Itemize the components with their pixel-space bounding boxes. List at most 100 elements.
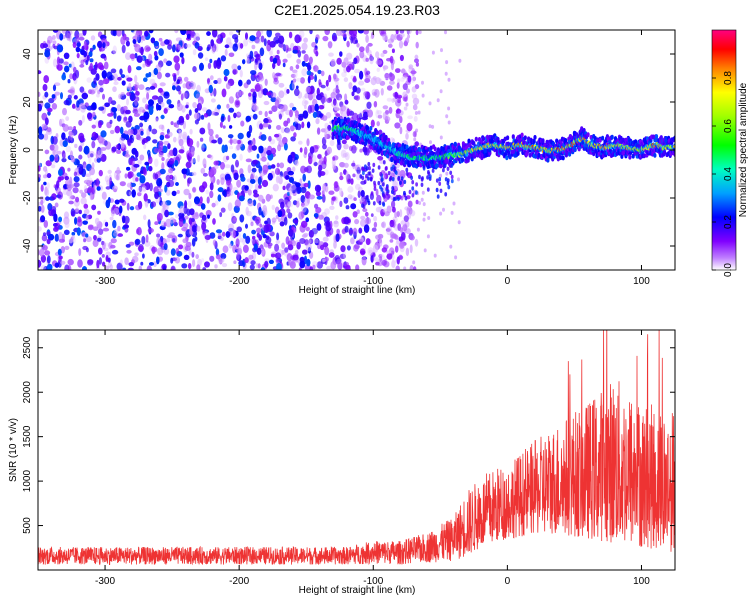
spectrogram-cell <box>359 237 364 243</box>
spectrogram-cell <box>69 176 73 185</box>
spectrogram-cell <box>195 36 200 41</box>
spectrogram-cell <box>85 173 92 177</box>
spectrogram-cell <box>78 154 83 160</box>
spectrogram-cell <box>299 147 303 153</box>
spectrogram-cell <box>44 186 48 196</box>
spectrogram-cell <box>222 190 227 196</box>
spectrogram-cell <box>320 96 327 103</box>
spectrogram-cell <box>239 43 244 49</box>
spectrogram-cell <box>339 172 343 177</box>
spectrogram-cell <box>178 218 184 228</box>
spectrogram-cell <box>302 95 307 100</box>
spectrogram-cell <box>123 116 128 123</box>
spectrogram-cell <box>242 233 247 239</box>
spectrogram-cell <box>237 65 242 71</box>
spectrogram-cell <box>226 103 230 109</box>
spectrogram-cell <box>392 206 396 213</box>
spectrogram-cell <box>276 162 280 168</box>
spectrogram-cell <box>344 162 349 168</box>
spectrogram-cell <box>211 98 216 103</box>
spectrogram-cell <box>109 216 114 221</box>
spectrogram-cell <box>322 144 327 150</box>
spectrogram-cell <box>92 44 96 50</box>
spectrogram-cell <box>251 229 256 235</box>
spectrogram-cell <box>116 115 122 122</box>
spectrogram-cell <box>215 248 220 257</box>
spectrogram-cell <box>74 143 78 149</box>
spectrogram-cell <box>340 245 346 253</box>
spectrogram-cell <box>121 44 126 54</box>
spectrogram-cell <box>370 35 374 40</box>
spectrogram-cell <box>447 77 451 82</box>
spectrogram-cell <box>100 130 107 138</box>
spectrogram-cell <box>175 124 179 128</box>
spectrogram-cell <box>180 30 187 35</box>
spectrogram-cell <box>182 92 188 99</box>
spectrogram-cell <box>343 197 349 204</box>
spectrogram-cell <box>445 114 449 119</box>
spectrogram-cell <box>245 115 251 122</box>
spectrogram-cell <box>336 30 343 37</box>
spectrogram-cell <box>193 112 200 120</box>
spectrogram-cell <box>194 211 199 217</box>
spectrogram-cell <box>163 265 167 270</box>
spectrogram-cell <box>281 242 285 249</box>
spectrogram-cell <box>257 72 264 80</box>
spectrogram-cell <box>228 96 234 104</box>
spectrogram-cell <box>126 202 130 211</box>
spectrogram-cell <box>207 214 210 219</box>
spectrogram-cell <box>120 92 125 96</box>
spectrogram-cell <box>109 198 115 204</box>
spectrogram-cell <box>136 66 142 71</box>
spectrogram-cell <box>402 91 408 98</box>
spectrogram-cell <box>404 40 407 44</box>
spectrogram-cell <box>158 124 164 130</box>
spectrogram-cell <box>308 92 314 101</box>
spectrogram-cell <box>54 157 59 162</box>
spectrogram-cell <box>378 78 382 83</box>
spectrogram-cell <box>393 181 399 191</box>
spectrogram-cell <box>367 42 373 47</box>
spectrogram-cell <box>71 234 75 239</box>
spectrogram-cell <box>101 70 107 79</box>
spectrogram-cell <box>339 187 343 197</box>
spectrogram-cell <box>186 138 194 147</box>
spectrogram-cell <box>134 150 139 158</box>
spectrogram-cell <box>235 159 239 168</box>
spectrogram-cell <box>49 144 55 151</box>
spectrogram-cell <box>287 170 294 176</box>
spectrogram-cell <box>143 77 148 82</box>
spectrogram-cell <box>278 113 282 120</box>
spectrogram-cell <box>506 135 510 141</box>
spectrogram-cell <box>183 76 189 82</box>
spectrogram-cell <box>273 77 278 83</box>
spectrogram-cell <box>259 223 263 228</box>
spectrogram-cell <box>182 131 188 140</box>
spectrogram-cell <box>356 166 361 175</box>
spectrogram-cell <box>373 221 378 228</box>
spectrogram-cell <box>182 238 188 244</box>
spectrogram-cell <box>382 65 389 70</box>
spectrogram-cell <box>408 64 414 70</box>
spectrogram-cell <box>138 200 143 210</box>
spectrogram-cell <box>375 59 383 65</box>
spectrogram-cell <box>278 177 283 185</box>
spectrogram-cell <box>386 97 393 102</box>
spectrogram-cell <box>358 186 363 192</box>
spectrogram-cell <box>100 147 107 151</box>
spectrogram-cell <box>202 107 208 112</box>
spectrogram-cell <box>216 77 222 85</box>
spectrogram-cell <box>193 90 200 99</box>
spectrogram-cell <box>96 259 100 269</box>
spectrogram-cell <box>147 219 151 228</box>
spectrogram-cell <box>202 107 208 112</box>
spectrogram-cell <box>54 82 61 86</box>
spectrogram-cell <box>185 104 189 109</box>
spectrogram-cell <box>196 84 201 93</box>
spectrogram-cell <box>237 247 243 255</box>
spectrogram-cell <box>104 102 110 108</box>
spectrogram-cell <box>43 174 48 179</box>
spectrogram-cell <box>116 166 120 175</box>
spectrogram-cell <box>95 73 100 81</box>
spectrogram-cell <box>264 78 268 86</box>
